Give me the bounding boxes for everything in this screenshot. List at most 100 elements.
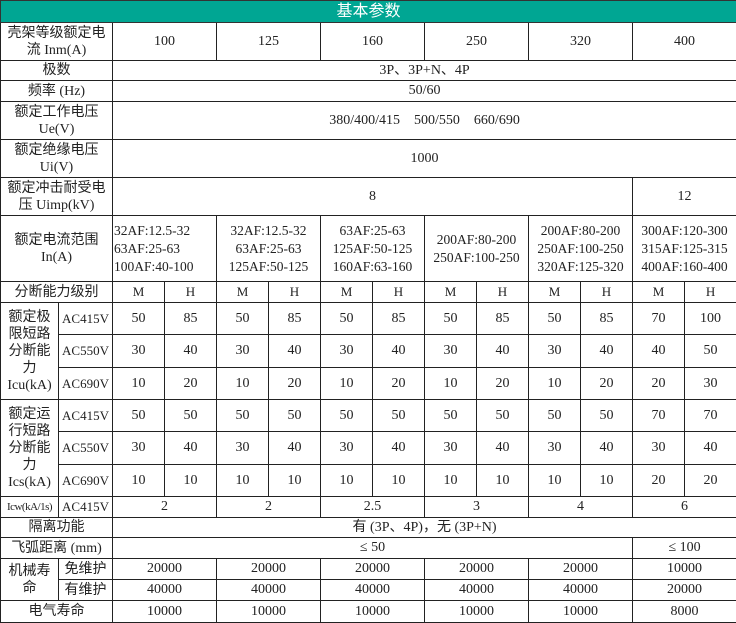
table-title: 基本参数: [1, 1, 736, 23]
icu-value: 20: [373, 368, 425, 400]
ics-value: 40: [165, 432, 217, 465]
icu-value: 30: [321, 335, 373, 368]
ics-value: 30: [321, 432, 373, 465]
icu-value: 30: [113, 335, 165, 368]
row-label: 额定工作电压Ue(V): [1, 102, 113, 140]
mechanical-value: 40000: [321, 580, 425, 601]
row-label: 分断能力级别: [1, 282, 113, 303]
current-range-line: 160AF:63-160: [322, 258, 423, 276]
icu-value: 50: [529, 303, 581, 335]
ics-value: 50: [217, 400, 269, 432]
current-range-line: 63AF:25-63: [114, 240, 215, 258]
isolation-row: 隔离功能有 (3P、4P)，无 (3P+N): [1, 518, 736, 538]
frame-value: 125: [217, 23, 321, 61]
row-label: 飞弧距离 (mm): [1, 538, 113, 559]
row-label: 壳架等级额定电流 Inm(A): [1, 23, 113, 61]
icu-value: 30: [685, 368, 736, 400]
ics-value: 50: [269, 400, 321, 432]
voltage-label: AC690V: [59, 465, 113, 497]
icu-value: 10: [217, 368, 269, 400]
icu-value: 85: [581, 303, 633, 335]
row-label: 机械寿命: [1, 559, 59, 601]
sub-label: 有维护: [59, 580, 113, 601]
icu-value: 10: [425, 368, 477, 400]
icu-value: 85: [269, 303, 321, 335]
ics-value: 50: [477, 400, 529, 432]
ics-value: 10: [581, 465, 633, 497]
mechanical-value: 20000: [633, 580, 736, 601]
ics-value: 40: [373, 432, 425, 465]
ics-value: 30: [529, 432, 581, 465]
mechanical-value: 40000: [529, 580, 633, 601]
icu-value: 20: [581, 368, 633, 400]
row-label: 电气寿命: [1, 601, 113, 623]
grade-value: M: [425, 282, 477, 303]
ics-value: 20: [685, 465, 736, 497]
icu-value: 40: [581, 335, 633, 368]
arc-value: ≤ 100: [633, 538, 736, 559]
electrical-value: 10000: [425, 601, 529, 623]
electrical-value: 10000: [529, 601, 633, 623]
current-range-line: 300AF:120-300: [634, 222, 735, 240]
mechanical-value: 20000: [113, 559, 217, 580]
row-label: Icw(kA/1s): [1, 497, 59, 518]
poles-value: 3P、3P+N、4P: [113, 61, 736, 81]
ics-value: 10: [113, 465, 165, 497]
mechanical-value: 40000: [425, 580, 529, 601]
ue-value: 380/400/415 500/550 660/690: [113, 102, 736, 140]
grade-value: M: [113, 282, 165, 303]
icw-value: 2.5: [321, 497, 425, 518]
voltage-label: AC415V: [59, 497, 113, 518]
icu-value: 50: [113, 303, 165, 335]
grade-value: H: [581, 282, 633, 303]
icu-value: 40: [165, 335, 217, 368]
title-row: 基本参数: [1, 1, 736, 23]
current-range-line: 63AF:25-63: [322, 222, 423, 240]
frame-value: 160: [321, 23, 425, 61]
uimp-value: 12: [633, 178, 736, 216]
sub-label: 免维护: [59, 559, 113, 580]
ics-value: 30: [633, 432, 685, 465]
mechanical-value: 40000: [217, 580, 321, 601]
isolation-value: 有 (3P、4P)，无 (3P+N): [113, 518, 736, 538]
frame-value: 400: [633, 23, 736, 61]
voltage-label: AC690V: [59, 368, 113, 400]
grade-value: H: [165, 282, 217, 303]
icu-value: 20: [165, 368, 217, 400]
grade-value: H: [685, 282, 736, 303]
icw-value: 4: [529, 497, 633, 518]
arc-value: ≤ 50: [113, 538, 633, 559]
ui-value: 1000: [113, 140, 736, 178]
icu-value: 30: [217, 335, 269, 368]
mechanical-value: 20000: [217, 559, 321, 580]
mechanical-value: 20000: [425, 559, 529, 580]
row-label: 额定运行短路分断能力Ics(kA): [1, 400, 59, 497]
current-range-line: 125AF:50-125: [322, 240, 423, 258]
icu-value: 100: [685, 303, 736, 335]
icu-value: 10: [529, 368, 581, 400]
ics-value: 50: [373, 400, 425, 432]
row-label: 额定绝缘电压Ui(V): [1, 140, 113, 178]
grade-value: M: [217, 282, 269, 303]
ics-value: 10: [477, 465, 529, 497]
ics-value: 50: [581, 400, 633, 432]
grade-value: H: [269, 282, 321, 303]
mechanical-value: 40000: [113, 580, 217, 601]
row-label: 额定冲击耐受电压 Uimp(kV): [1, 178, 113, 216]
icu-value: 70: [633, 303, 685, 335]
